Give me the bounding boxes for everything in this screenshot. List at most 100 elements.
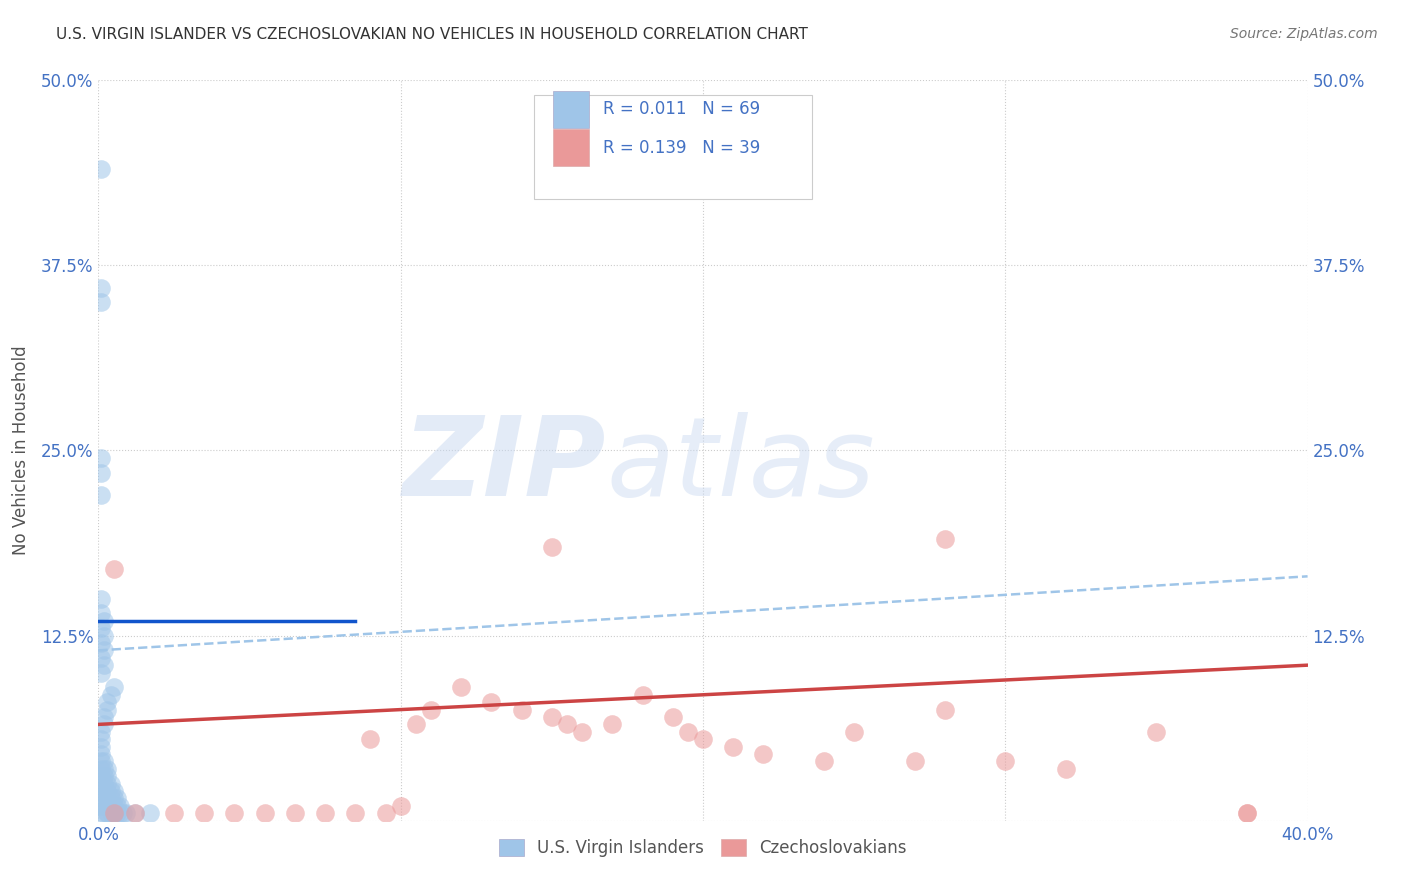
- Point: [114, 806, 136, 821]
- Point: [93, 717, 115, 731]
- Point: [93, 658, 115, 673]
- Point: [90, 747, 112, 761]
- Point: [124, 806, 146, 821]
- Point: [96, 695, 118, 709]
- Point: [90, 591, 112, 606]
- Point: [93, 643, 115, 657]
- Point: [100, 784, 122, 798]
- Point: [314, 806, 336, 821]
- Point: [360, 732, 382, 747]
- Point: [602, 717, 624, 731]
- Point: [100, 688, 122, 702]
- Point: [540, 710, 562, 724]
- Point: [90, 665, 112, 680]
- Point: [813, 755, 835, 769]
- Point: [124, 806, 146, 821]
- Point: [752, 747, 775, 761]
- Point: [108, 806, 131, 821]
- Point: [100, 798, 122, 813]
- Point: [93, 798, 115, 813]
- Point: [90, 621, 112, 635]
- Point: [105, 791, 128, 805]
- Point: [139, 806, 162, 821]
- Point: [555, 717, 578, 731]
- Point: [90, 762, 112, 776]
- Point: [374, 806, 396, 821]
- Point: [103, 806, 125, 821]
- Point: [96, 703, 118, 717]
- Point: [284, 806, 307, 821]
- Point: [93, 776, 115, 791]
- Point: [96, 798, 118, 813]
- Point: [105, 798, 128, 813]
- FancyBboxPatch shape: [553, 129, 589, 166]
- Point: [103, 806, 125, 821]
- Text: U.S. VIRGIN ISLANDER VS CZECHOSLOVAKIAN NO VEHICLES IN HOUSEHOLD CORRELATION CHA: U.S. VIRGIN ISLANDER VS CZECHOSLOVAKIAN …: [56, 27, 808, 42]
- Point: [93, 784, 115, 798]
- Point: [90, 769, 112, 783]
- Point: [90, 636, 112, 650]
- Point: [100, 791, 122, 805]
- Point: [93, 710, 115, 724]
- Point: [96, 806, 118, 821]
- Point: [96, 776, 118, 791]
- Text: R = 0.139   N = 39: R = 0.139 N = 39: [603, 138, 759, 157]
- Point: [450, 681, 472, 695]
- Point: [90, 162, 112, 177]
- Point: [103, 798, 125, 813]
- Point: [103, 562, 125, 576]
- Point: [405, 717, 427, 731]
- Point: [108, 798, 131, 813]
- Point: [103, 681, 125, 695]
- Point: [96, 769, 118, 783]
- Point: [100, 806, 122, 821]
- Point: [90, 798, 112, 813]
- Point: [163, 806, 186, 821]
- Point: [93, 755, 115, 769]
- Point: [90, 466, 112, 480]
- Point: [90, 739, 112, 754]
- Point: [93, 762, 115, 776]
- Point: [90, 488, 112, 502]
- Point: [676, 724, 699, 739]
- Point: [90, 607, 112, 621]
- Point: [253, 806, 276, 821]
- Point: [90, 724, 112, 739]
- Point: [90, 450, 112, 465]
- Point: [994, 755, 1017, 769]
- Point: [111, 806, 134, 821]
- Point: [723, 739, 745, 754]
- Point: [93, 614, 115, 628]
- Point: [93, 806, 115, 821]
- Point: [100, 776, 122, 791]
- Point: [96, 791, 118, 805]
- Point: [96, 784, 118, 798]
- Point: [510, 703, 533, 717]
- Point: [90, 732, 112, 747]
- Point: [90, 755, 112, 769]
- Legend: U.S. Virgin Islanders, Czechoslovakians: U.S. Virgin Islanders, Czechoslovakians: [492, 832, 914, 864]
- Point: [90, 295, 112, 310]
- Point: [692, 732, 714, 747]
- Point: [105, 806, 128, 821]
- Point: [344, 806, 367, 821]
- Point: [631, 688, 654, 702]
- Point: [481, 695, 503, 709]
- Point: [571, 724, 593, 739]
- Text: ZIP: ZIP: [402, 412, 606, 519]
- Point: [904, 755, 927, 769]
- Point: [96, 806, 118, 821]
- Point: [934, 703, 956, 717]
- Point: [389, 798, 412, 813]
- Point: [90, 784, 112, 798]
- Text: R = 0.011   N = 69: R = 0.011 N = 69: [603, 100, 759, 118]
- Point: [90, 791, 112, 805]
- Point: [844, 724, 866, 739]
- Point: [93, 791, 115, 805]
- Point: [1236, 806, 1258, 821]
- Y-axis label: No Vehicles in Household: No Vehicles in Household: [11, 345, 30, 556]
- Point: [96, 762, 118, 776]
- Point: [103, 784, 125, 798]
- Point: [1054, 762, 1077, 776]
- Point: [90, 806, 112, 821]
